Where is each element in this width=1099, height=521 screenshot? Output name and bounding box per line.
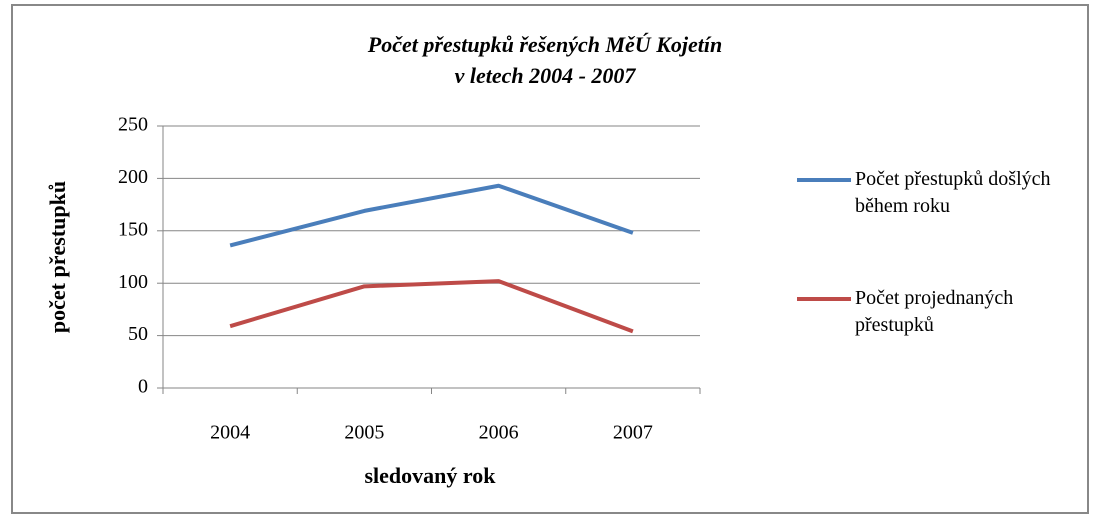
y-tick-label: 200 bbox=[118, 166, 148, 188]
y-tick-label: 150 bbox=[118, 218, 148, 240]
x-tick-label: 2007 bbox=[613, 422, 653, 444]
series-line bbox=[229, 183, 634, 248]
x-axis-label: sledovaný rok bbox=[364, 463, 496, 488]
y-tick-label: 100 bbox=[118, 271, 148, 293]
y-tick-label: 50 bbox=[128, 323, 148, 345]
chart-title: v letech 2004 - 2007 bbox=[455, 63, 637, 88]
y-axis-label: počet přestupků bbox=[45, 181, 70, 333]
series-line bbox=[229, 279, 634, 334]
x-tick-label: 2005 bbox=[344, 422, 384, 444]
y-tick-label: 0 bbox=[138, 376, 148, 398]
y-tick-label: 250 bbox=[118, 114, 148, 136]
legend-entry: Počet přestupků došlých během roku bbox=[855, 168, 1051, 217]
legend-entry: Počet projednaných přestupků bbox=[855, 287, 1014, 336]
x-tick-label: 2004 bbox=[210, 422, 250, 444]
chart-title: Počet přestupků řešených MěÚ Kojetín bbox=[367, 32, 722, 57]
x-tick-label: 2006 bbox=[479, 422, 519, 444]
chart-frame bbox=[11, 4, 1089, 514]
